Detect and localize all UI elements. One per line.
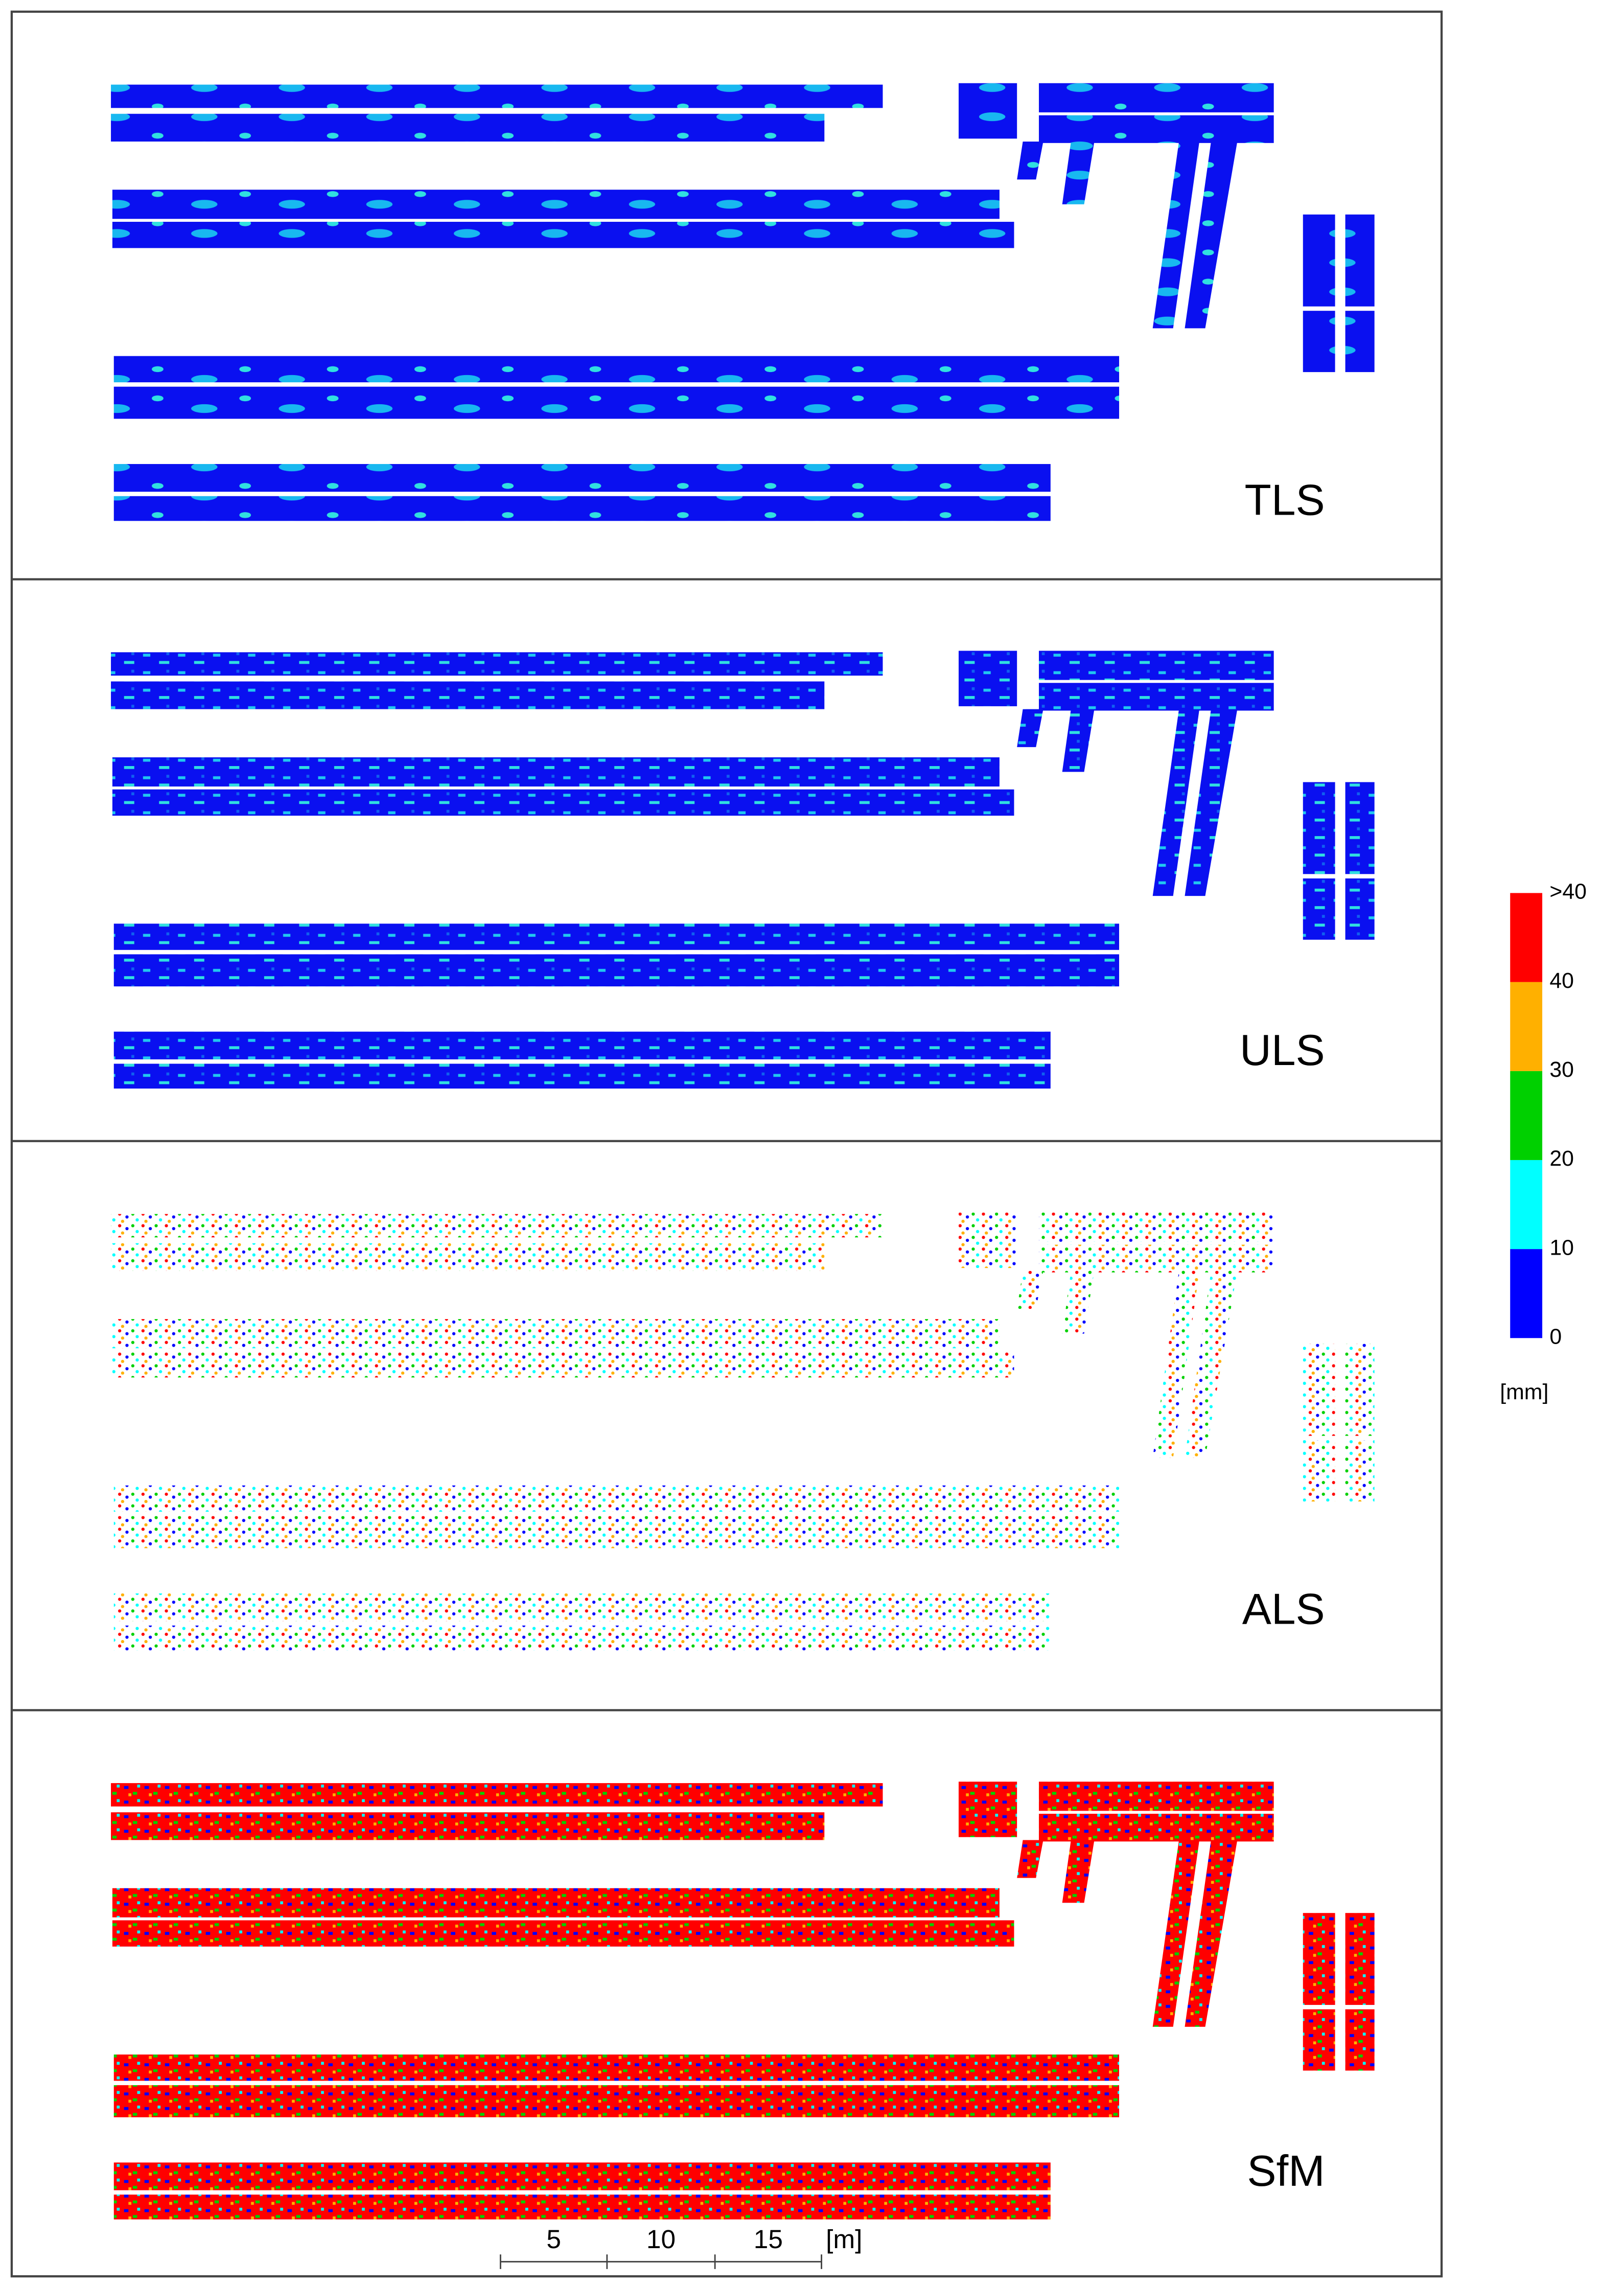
strips: [111, 83, 1375, 521]
strips: [111, 1212, 1375, 1651]
colorbar-label: 0: [1549, 1325, 1562, 1349]
colorbar-unit: [mm]: [1500, 1380, 1548, 1404]
panel-label: ULS: [1240, 1026, 1325, 1075]
colorbar-band: [1510, 893, 1543, 982]
scale-unit: [m]: [826, 2224, 862, 2254]
point-cloud: [111, 651, 1375, 1089]
point-cloud: [111, 83, 1375, 521]
strips: [111, 651, 1375, 1089]
colorbar-label: 30: [1549, 1057, 1574, 1082]
panel-label: SfM: [1247, 2146, 1325, 2195]
colorbar-label: 10: [1549, 1235, 1574, 1260]
strips: [111, 1782, 1375, 2220]
scale-label: 5: [546, 2224, 561, 2254]
frame: [10, 10, 1443, 2278]
colorbar-label: >40: [1549, 880, 1587, 904]
colorbar-label: 20: [1549, 1146, 1574, 1171]
point-cloud: [111, 1212, 1375, 1651]
colorbar-band: [1510, 1160, 1543, 1250]
scale-label: 10: [646, 2224, 676, 2254]
colorbar-label: 40: [1549, 968, 1574, 993]
point-cloud: [111, 1782, 1375, 2220]
colorbar-band: [1510, 982, 1543, 1071]
colorbar-band: [1510, 1249, 1543, 1338]
scale-label: 15: [754, 2224, 783, 2254]
panel-label: ALS: [1242, 1585, 1325, 1634]
colorbar-band: [1510, 1071, 1543, 1160]
panel-label: TLS: [1245, 476, 1325, 525]
